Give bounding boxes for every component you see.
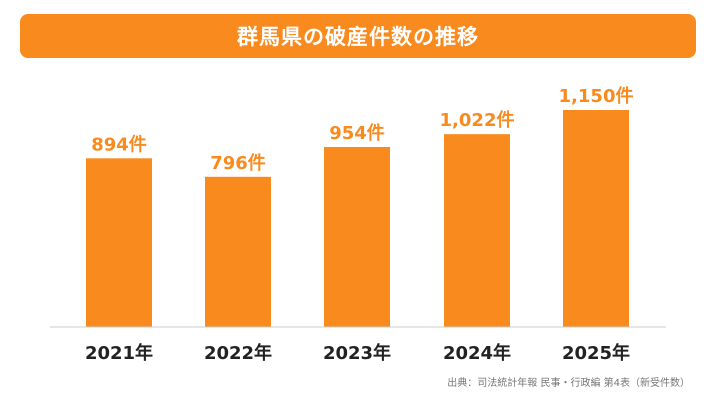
- bar-2021年: [86, 158, 152, 327]
- chart-title-banner: 群馬県の破産件数の推移: [20, 14, 696, 58]
- bar-2022年: [205, 176, 271, 327]
- bar-2025年: [563, 110, 629, 327]
- chart-title: 群馬県の破産件数の推移: [237, 25, 479, 49]
- source-note: 出典：司法統計年報 民事・行政編 第4表（新受件数）: [447, 378, 690, 389]
- x-tick-label: 2022年: [204, 342, 272, 364]
- x-tick-label: 2025年: [562, 342, 630, 364]
- data-label: 1,022件: [440, 109, 515, 131]
- data-label: 954件: [329, 122, 385, 144]
- bars-group: [86, 110, 629, 327]
- data-label: 1,150件: [559, 85, 634, 107]
- bar-2023年: [324, 146, 390, 327]
- x-tick-label: 2021年: [85, 342, 153, 364]
- data-labels-group: 894件 796件 954件 1,022件 1,150件: [91, 85, 633, 174]
- data-label: 796件: [210, 152, 266, 174]
- x-tick-labels-group: 2021年 2022年 2023年 2024年 2025年: [85, 342, 630, 364]
- bar-2024年: [444, 134, 510, 327]
- data-label: 894件: [91, 133, 147, 155]
- x-tick-label: 2024年: [443, 342, 511, 364]
- x-tick-label: 2023年: [323, 342, 391, 364]
